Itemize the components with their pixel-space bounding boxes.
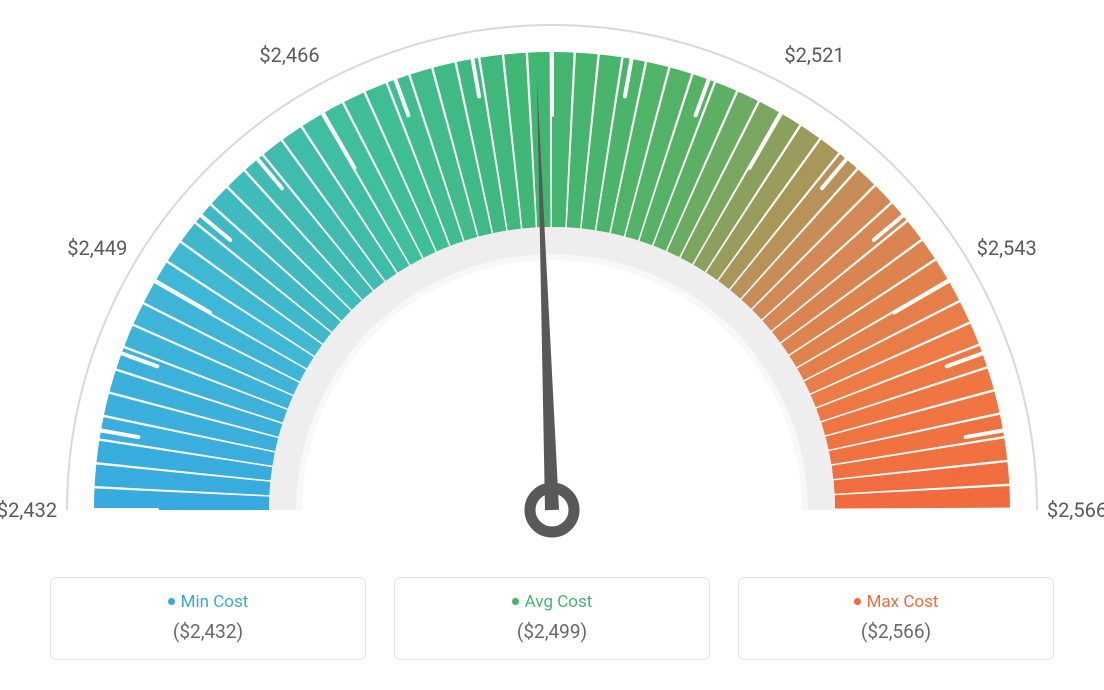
gauge-chart: $2,432$2,449$2,466$2,499$2,521$2,543$2,5… bbox=[0, 0, 1104, 560]
gauge-tick-label: $2,543 bbox=[977, 236, 1037, 260]
dot-icon bbox=[854, 598, 861, 605]
legend-card-avg: Avg Cost ($2,499) bbox=[394, 577, 710, 660]
gauge-tick-label: $2,432 bbox=[0, 498, 57, 522]
gauge-tick-label: $2,466 bbox=[259, 43, 319, 67]
legend-value-min: ($2,432) bbox=[71, 620, 345, 643]
legend-card-min: Min Cost ($2,432) bbox=[50, 577, 366, 660]
legend-title-max: Max Cost bbox=[759, 592, 1033, 612]
legend-label-min: Min Cost bbox=[181, 592, 249, 612]
gauge-tick-label: $2,521 bbox=[784, 43, 844, 67]
legend-title-avg: Avg Cost bbox=[415, 592, 689, 612]
dot-icon bbox=[168, 598, 175, 605]
legend-label-max: Max Cost bbox=[867, 592, 939, 612]
legend-value-max: ($2,566) bbox=[759, 620, 1033, 643]
legend-card-max: Max Cost ($2,566) bbox=[738, 577, 1054, 660]
legend-row: Min Cost ($2,432) Avg Cost ($2,499) Max … bbox=[0, 577, 1104, 660]
legend-value-avg: ($2,499) bbox=[415, 620, 689, 643]
dot-icon bbox=[512, 598, 519, 605]
gauge-tick-label: $2,449 bbox=[67, 236, 127, 260]
gauge-tick-label: $2,566 bbox=[1047, 498, 1104, 522]
legend-title-min: Min Cost bbox=[71, 592, 345, 612]
legend-label-avg: Avg Cost bbox=[525, 592, 593, 612]
gauge-svg bbox=[0, 0, 1104, 560]
